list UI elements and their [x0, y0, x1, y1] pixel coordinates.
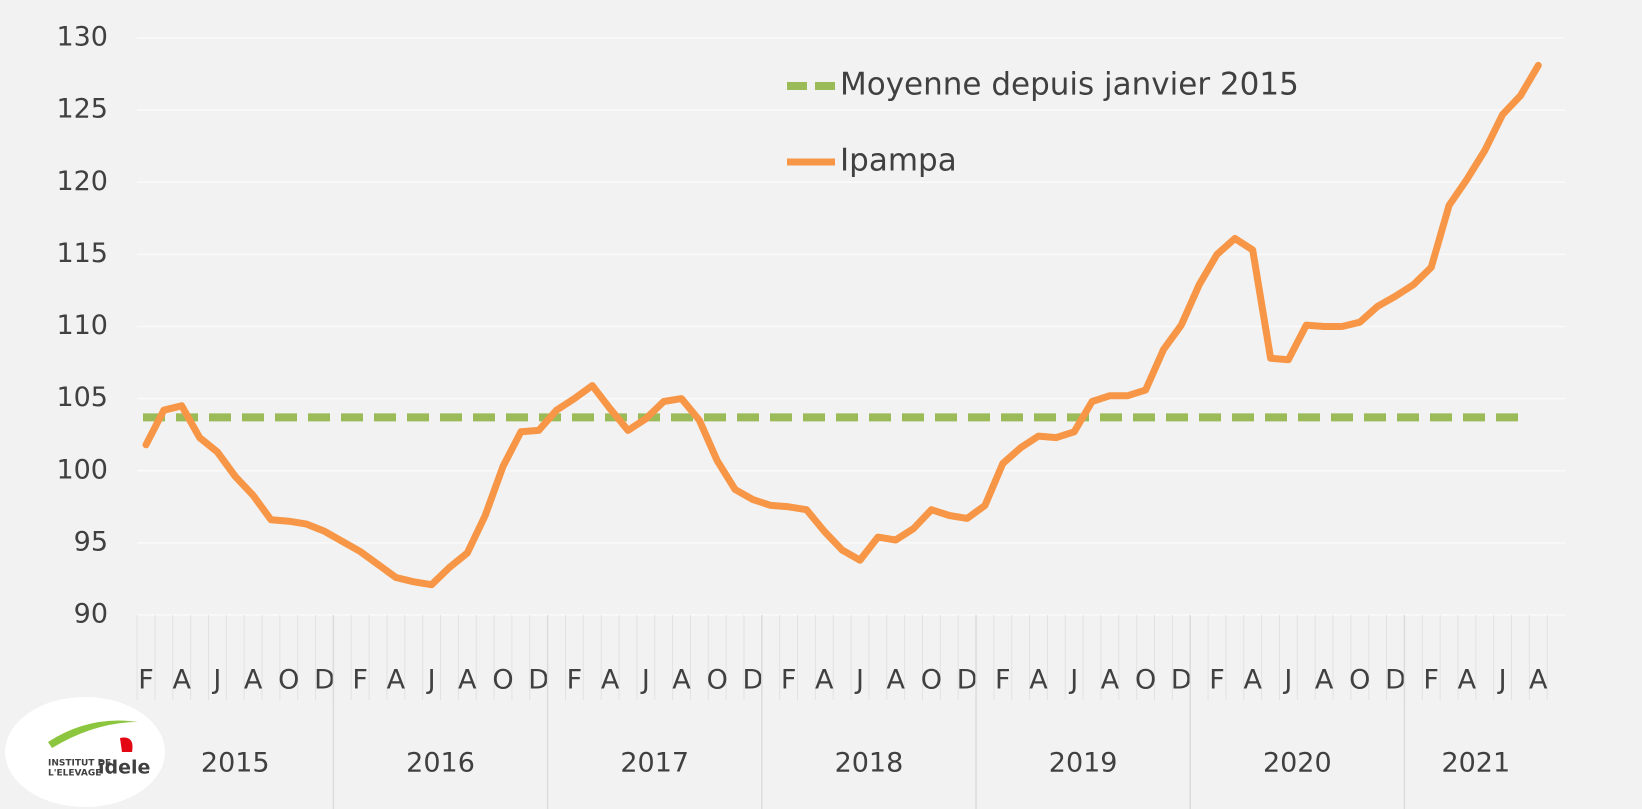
x-tick-label: A — [1458, 665, 1477, 696]
x-tick-label: A — [1243, 665, 1262, 696]
y-tick-label: 110 — [56, 310, 108, 341]
y-tick-label: 90 — [74, 599, 108, 630]
year-label: 2015 — [201, 748, 270, 779]
year-label: 2019 — [1049, 748, 1118, 779]
logo-text: INSTITUT DE — [48, 759, 111, 769]
x-tick-label: J — [1282, 665, 1292, 696]
x-tick-label: F — [1209, 665, 1225, 696]
x-tick-label: O — [278, 665, 299, 696]
x-tick-label: F — [995, 665, 1011, 696]
year-label: 2016 — [406, 748, 475, 779]
series-line — [142, 61, 1542, 589]
x-tick-label: A — [1101, 665, 1120, 696]
y-tick-label: 95 — [74, 526, 108, 557]
x-tick-label: A — [672, 665, 691, 696]
x-tick-label: D — [1385, 665, 1406, 696]
logo-brand: idele — [98, 757, 150, 779]
x-tick-label: O — [1349, 665, 1370, 696]
x-tick-label: A — [1315, 665, 1334, 696]
x-tick-label: O — [1135, 665, 1156, 696]
y-tick-label: 125 — [56, 94, 108, 125]
x-tick-label: A — [886, 665, 905, 696]
logo-shape — [5, 697, 165, 807]
x-tick-label: A — [387, 665, 406, 696]
x-tick-label: F — [567, 665, 583, 696]
x-tick-label: D — [743, 665, 764, 696]
x-tick-label: O — [921, 665, 942, 696]
y-tick-label: 130 — [56, 22, 108, 53]
y-tick-label: 100 — [56, 454, 108, 485]
x-tick-label: F — [1423, 665, 1439, 696]
x-tick-label: D — [314, 665, 335, 696]
year-label: 2020 — [1263, 748, 1332, 779]
y-tick-label: 120 — [56, 166, 108, 197]
x-tick-label: J — [854, 665, 864, 696]
x-tick-label: A — [244, 665, 263, 696]
logo: INSTITUT DE L'ELEVAGE idele — [5, 697, 165, 807]
logo-text: L'ELEVAGE — [48, 769, 101, 779]
x-tick-label: A — [1529, 665, 1548, 696]
logo-mark — [120, 737, 133, 752]
x-tick-label: F — [352, 665, 368, 696]
y-tick-label: 115 — [56, 238, 108, 269]
x-tick-label: A — [458, 665, 477, 696]
x-tick-label: J — [1068, 665, 1078, 696]
x-tick-label: A — [601, 665, 620, 696]
year-label: 2017 — [620, 748, 689, 779]
x-tick-label: J — [426, 665, 436, 696]
year-label: 2021 — [1441, 748, 1510, 779]
x-tick-label: O — [707, 665, 728, 696]
x-tick-label: J — [640, 665, 650, 696]
x-tick-label: A — [815, 665, 834, 696]
y-tick-label: 105 — [56, 382, 108, 413]
x-tick-label: F — [781, 665, 797, 696]
x-tick-label: A — [1029, 665, 1048, 696]
logo-swoosh — [48, 720, 138, 748]
x-tick-label: A — [172, 665, 191, 696]
x-tick-label: F — [138, 665, 154, 696]
x-tick-label: J — [1497, 665, 1507, 696]
x-tick-label: J — [211, 665, 221, 696]
x-tick-label: D — [957, 665, 978, 696]
year-label: 2018 — [835, 748, 904, 779]
x-tick-label: D — [528, 665, 549, 696]
x-tick-label: O — [492, 665, 513, 696]
x-tick-label: D — [1171, 665, 1192, 696]
legend-label: Moyenne depuis janvier 2015 — [840, 67, 1299, 103]
legend-label: Ipampa — [840, 143, 957, 179]
